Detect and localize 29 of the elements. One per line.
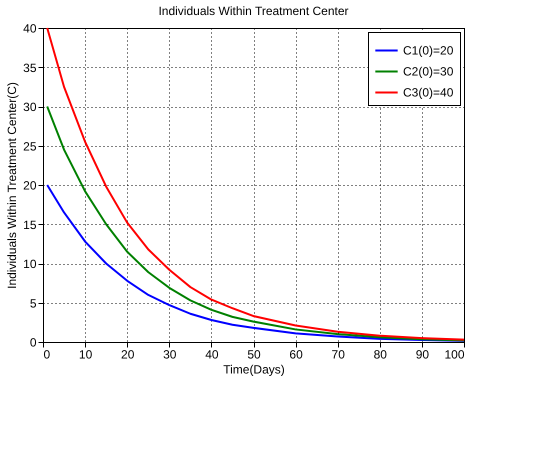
- x-tick-label: 20: [121, 348, 135, 362]
- y-axis-title: Individuals Within Treatment Center(C): [5, 82, 20, 289]
- y-tick-label: 5: [30, 296, 37, 310]
- x-tick-label: 30: [163, 348, 177, 362]
- legend-label: C1(0)=20: [403, 44, 454, 58]
- y-tick-label: 30: [23, 100, 37, 114]
- y-tick-label: 15: [23, 218, 37, 232]
- x-tick-label: 100: [444, 348, 465, 362]
- legend-label: C2(0)=30: [403, 64, 454, 78]
- y-tick-label: 0: [30, 336, 37, 350]
- x-axis-title: Time(Days): [223, 362, 285, 376]
- y-tick-label: 20: [23, 178, 37, 192]
- y-tick-label: 40: [23, 22, 37, 36]
- y-tick-label: 35: [23, 60, 37, 75]
- x-tick-label: 60: [289, 348, 304, 362]
- x-tick-label: 50: [247, 348, 261, 362]
- y-tick-label: 25: [23, 139, 37, 154]
- x-tick-label: 10: [78, 348, 93, 362]
- x-tick-label: 90: [416, 348, 430, 362]
- chart-title: Individuals Within Treatment Center: [158, 4, 349, 18]
- x-tick-label: 70: [332, 348, 346, 362]
- line-series: [46, 27, 465, 341]
- x-tick-label: 80: [374, 348, 388, 362]
- x-tick-label: 40: [205, 348, 219, 362]
- y-tick-label: 10: [23, 257, 37, 271]
- line-series: [46, 184, 465, 342]
- legend-label: C3(0)=40: [403, 86, 454, 100]
- x-tick-label: 0: [44, 348, 50, 362]
- line-series: [46, 106, 465, 342]
